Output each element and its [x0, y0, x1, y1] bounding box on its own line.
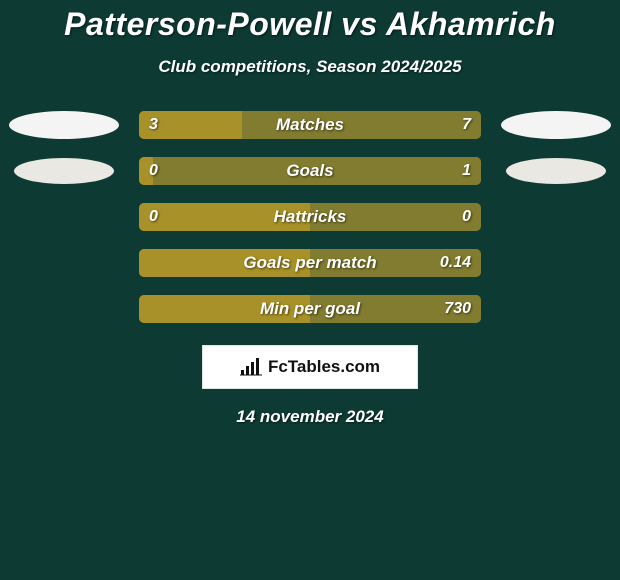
- comparison-rows: 37Matches01Goals00Hattricks0.14Goals per…: [0, 111, 620, 323]
- comparison-row: 01Goals: [0, 157, 620, 185]
- page-title: Patterson-Powell vs Akhamrich: [0, 0, 620, 43]
- stat-bar-right-fill: [153, 157, 481, 185]
- comparison-row: 0.14Goals per match: [0, 249, 620, 277]
- stat-right-value: 7: [462, 116, 471, 134]
- stat-bar: 00Hattricks: [139, 203, 481, 231]
- player-left-ellipse-icon: [9, 111, 119, 139]
- brand-box: FcTables.com: [202, 345, 418, 389]
- comparison-row: 00Hattricks: [0, 203, 620, 231]
- player-right-ellipse-icon: [501, 111, 611, 139]
- comparison-row: 37Matches: [0, 111, 620, 139]
- stat-left-value: 0: [149, 162, 158, 180]
- stat-bar-right-fill: [310, 203, 481, 231]
- player-left-ellipse-icon: [14, 158, 114, 184]
- stat-left-value: 0: [149, 208, 158, 226]
- stat-right-value: 730: [444, 300, 471, 318]
- stat-bar-left-fill: [139, 249, 310, 277]
- chart-bar-icon: [240, 358, 262, 376]
- stat-left-value: 3: [149, 116, 158, 134]
- stat-bar: 730Min per goal: [139, 295, 481, 323]
- stat-right-value: 0.14: [440, 254, 471, 272]
- stat-bar: 37Matches: [139, 111, 481, 139]
- stat-right-value: 0: [462, 208, 471, 226]
- date-line: 14 november 2024: [0, 407, 620, 427]
- comparison-infographic: Patterson-Powell vs Akhamrich Club compe…: [0, 0, 620, 580]
- stat-bar-right-fill: [242, 111, 481, 139]
- stat-bar-left-fill: [139, 203, 310, 231]
- subtitle: Club competitions, Season 2024/2025: [0, 57, 620, 77]
- brand-text: FcTables.com: [268, 357, 380, 377]
- stat-bar: 01Goals: [139, 157, 481, 185]
- comparison-row: 730Min per goal: [0, 295, 620, 323]
- stat-bar-left-fill: [139, 295, 310, 323]
- player-right-ellipse-icon: [506, 158, 606, 184]
- stat-bar: 0.14Goals per match: [139, 249, 481, 277]
- stat-right-value: 1: [462, 162, 471, 180]
